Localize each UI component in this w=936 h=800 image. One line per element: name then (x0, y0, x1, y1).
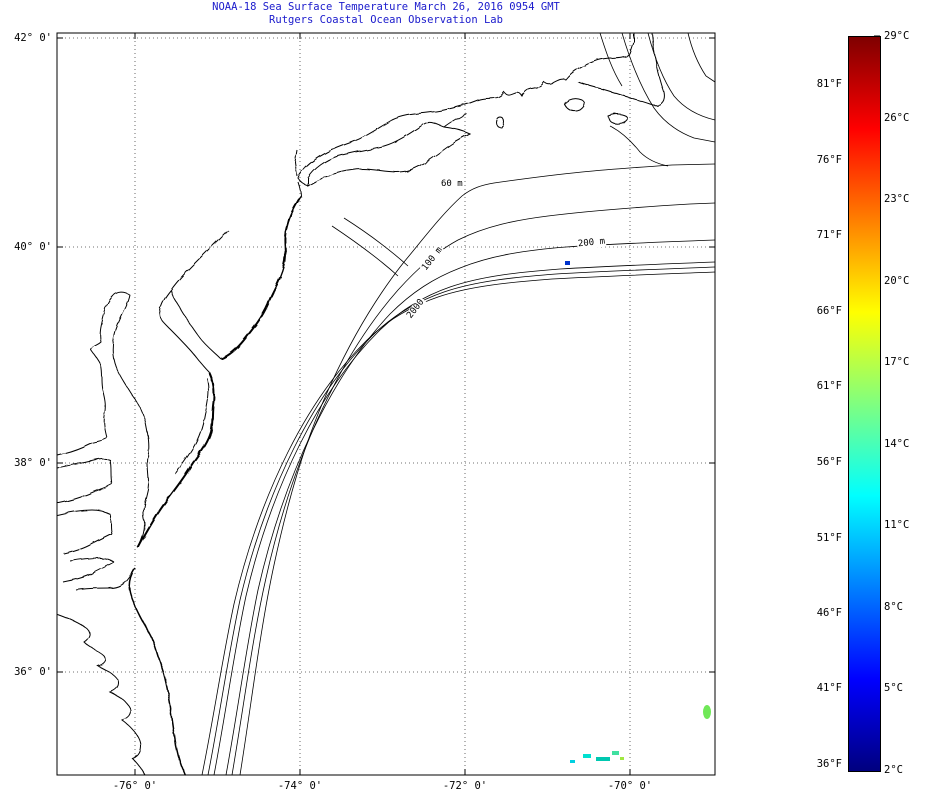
colorbar-c-label: 2°C (884, 764, 903, 776)
colorbar-c-label: 5°C (884, 682, 903, 694)
lon-tick-label: -72° 0' (442, 780, 488, 792)
lat-tick-label: 40° 0' (14, 241, 52, 253)
map-title: NOAA-18 Sea Surface Temperature March 26… (212, 1, 560, 13)
colorbar-f-label: 71°F (816, 229, 842, 241)
contour-label-60m: 60 m (440, 179, 464, 189)
coastline (56, 32, 665, 776)
colorbar-c-label: 29°C (884, 30, 910, 42)
axes-frame (56, 32, 716, 776)
colorbar-c-label: 17°C (884, 356, 910, 368)
colorbar-c-label: 23°C (884, 193, 910, 205)
lon-tick-label: -74° 0' (277, 780, 323, 792)
lon-tick-label: -70° 0' (607, 780, 653, 792)
colorbar-f-label: 51°F (816, 532, 842, 544)
lon-tick-label: -76° 0' (112, 780, 158, 792)
colorbar-c-label: 8°C (884, 601, 903, 613)
sst-pixels (565, 261, 711, 763)
colorbar-f-label: 76°F (816, 154, 842, 166)
colorbar-f-label: 36°F (816, 758, 842, 770)
map-subtitle: Rutgers Coastal Ocean Observation Lab (269, 14, 503, 26)
bathymetry-contours (201, 32, 716, 776)
lat-tick-label: 36° 0' (14, 666, 52, 678)
colorbar-c-label: 14°C (884, 438, 910, 450)
colorbar-c-label: 11°C (884, 519, 910, 531)
colorbar-f-label: 66°F (816, 305, 842, 317)
colorbar-f-label: 56°F (816, 456, 842, 468)
lat-tick-label: 38° 0' (14, 457, 52, 469)
graticule-gridlines (57, 33, 715, 775)
colorbar-c-label: 26°C (884, 112, 910, 124)
colorbar-c-label: 20°C (884, 275, 910, 287)
colorbar-f-label: 61°F (816, 380, 842, 392)
lat-tick-label: 42° 0' (14, 32, 52, 44)
colorbar-f-label: 46°F (816, 607, 842, 619)
colorbar-f-label: 41°F (816, 682, 842, 694)
temperature-colorbar (848, 36, 881, 772)
colorbar-f-label: 81°F (816, 78, 842, 90)
